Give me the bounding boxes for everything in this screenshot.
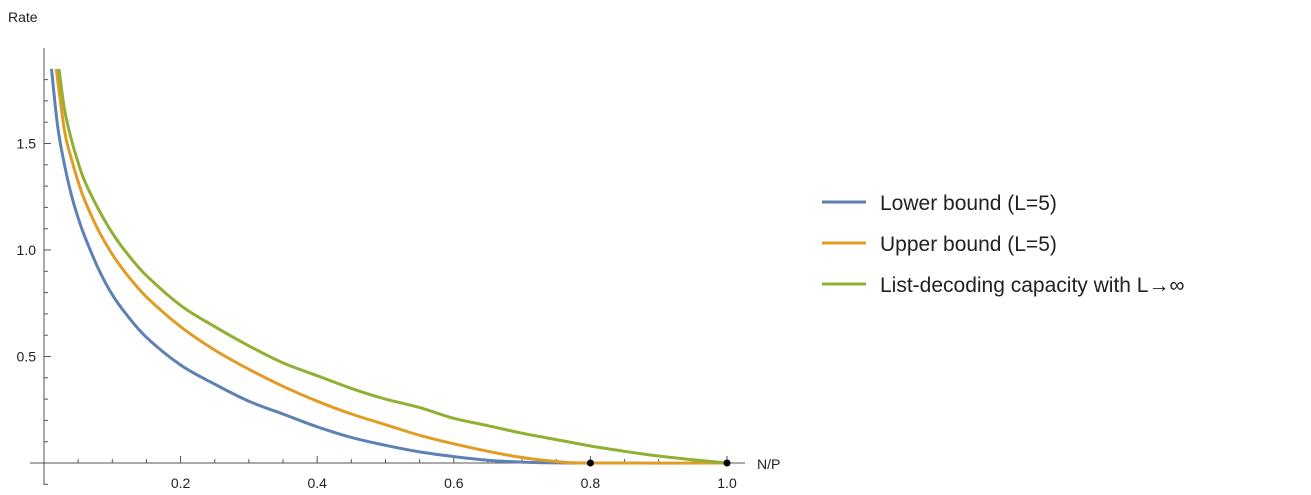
- y-tick-label: 1.5: [17, 136, 37, 152]
- series-lines: [50, 68, 728, 465]
- legend: Lower bound (L=5) Upper bound (L=5) List-d…: [822, 192, 1184, 297]
- x-axis-label: N/P: [757, 456, 780, 472]
- marked-point: [723, 459, 731, 467]
- x-tick-label: 0.8: [581, 475, 601, 491]
- x-tick-label: 0.2: [171, 475, 191, 491]
- marked-points: [586, 459, 731, 467]
- y-tick-label: 1.0: [17, 242, 37, 258]
- y-axis-label: Rate: [8, 9, 38, 25]
- x-tick-label: 0.4: [307, 475, 327, 491]
- x-tick-label: 1.0: [717, 475, 737, 491]
- series-line-1: [50, 68, 591, 465]
- marked-point: [586, 459, 594, 467]
- y-tick-label: 0.5: [17, 349, 37, 365]
- legend-label: Upper bound (L=5): [880, 233, 1057, 256]
- series-line-3: [57, 68, 728, 465]
- x-tick-label: 0.6: [444, 475, 464, 491]
- legend-label: List-decoding capacity with L→∞: [880, 274, 1184, 297]
- axis-ticks: 0.2 0.4 0.6 0.8 1.0 0.5 1.0 1.5: [17, 79, 737, 491]
- legend-label: Lower bound (L=5): [880, 192, 1057, 215]
- series-line-2: [54, 68, 728, 465]
